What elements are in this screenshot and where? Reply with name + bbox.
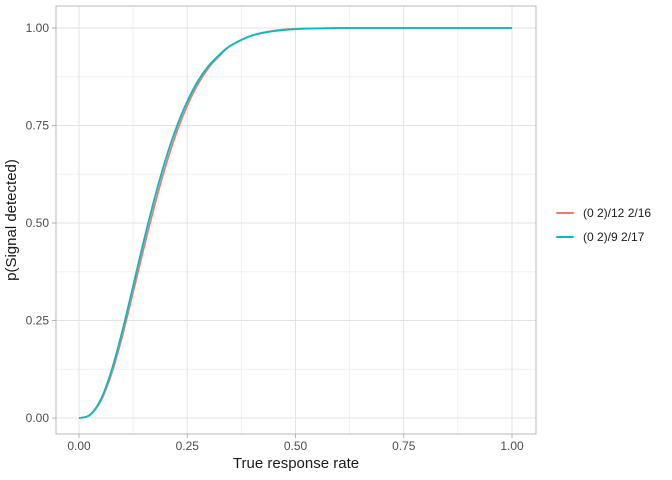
- x-tick-label: 0.50: [284, 439, 308, 453]
- y-tick-label: 0.50: [26, 216, 50, 230]
- legend-key-icon: [556, 205, 574, 222]
- y-tick-label: 0.00: [26, 411, 50, 425]
- legend-entry-design-2: (0 2)/9 2/17: [556, 225, 651, 249]
- legend-key-icon: [556, 229, 574, 246]
- legend-entry-design-1: (0 2)/12 2/16: [556, 201, 651, 225]
- y-tick-label: 0.75: [26, 119, 50, 133]
- x-tick-label: 0.25: [176, 439, 200, 453]
- y-tick-label: 0.25: [26, 314, 50, 328]
- legend-label: (0 2)/12 2/16: [583, 206, 652, 220]
- x-tick-label: 0.75: [392, 439, 416, 453]
- teal-line-swatch-icon: [556, 236, 574, 238]
- x-tick-label: 1.00: [500, 439, 524, 453]
- x-tick-label: 0.00: [67, 439, 91, 453]
- red-line-swatch-icon: [556, 212, 574, 214]
- legend-label: (0 2)/9 2/17: [583, 230, 645, 244]
- y-axis-title: p(Signal detected): [3, 159, 20, 281]
- x-axis-title: True response rate: [232, 455, 360, 472]
- legend: (0 2)/12 2/16 (0 2)/9 2/17: [556, 201, 651, 249]
- series-line-1: [78, 27, 512, 419]
- y-tick-label: 1.00: [26, 21, 50, 35]
